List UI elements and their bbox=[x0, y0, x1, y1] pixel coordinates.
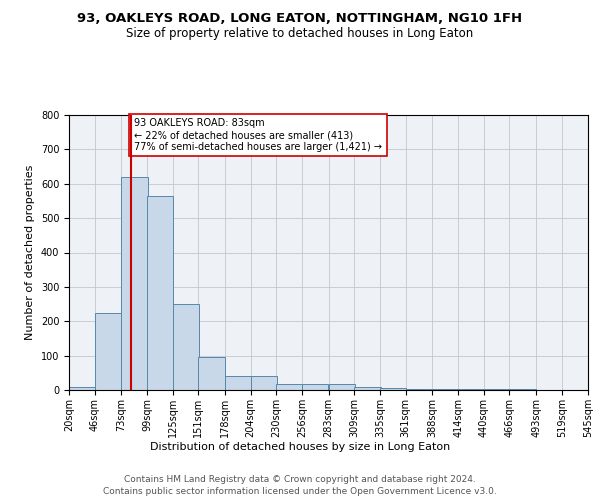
Text: Contains public sector information licensed under the Open Government Licence v3: Contains public sector information licen… bbox=[103, 486, 497, 496]
Bar bbox=[69, 387, 95, 390]
Bar bbox=[329, 384, 355, 390]
Bar bbox=[173, 304, 199, 390]
Bar bbox=[380, 388, 406, 390]
Bar bbox=[406, 389, 432, 390]
Bar bbox=[355, 387, 380, 390]
Text: Distribution of detached houses by size in Long Eaton: Distribution of detached houses by size … bbox=[150, 442, 450, 452]
Bar bbox=[433, 389, 458, 390]
Text: 93, OAKLEYS ROAD, LONG EATON, NOTTINGHAM, NG10 1FH: 93, OAKLEYS ROAD, LONG EATON, NOTTINGHAM… bbox=[77, 12, 523, 26]
Bar bbox=[302, 384, 328, 390]
Bar bbox=[277, 384, 302, 390]
Bar bbox=[95, 312, 121, 390]
Bar bbox=[225, 376, 251, 390]
Text: 93 OAKLEYS ROAD: 83sqm
← 22% of detached houses are smaller (413)
77% of semi-de: 93 OAKLEYS ROAD: 83sqm ← 22% of detached… bbox=[134, 118, 382, 152]
Text: Contains HM Land Registry data © Crown copyright and database right 2024.: Contains HM Land Registry data © Crown c… bbox=[124, 476, 476, 484]
Y-axis label: Number of detached properties: Number of detached properties bbox=[25, 165, 35, 340]
Bar bbox=[147, 196, 173, 390]
Bar bbox=[199, 358, 224, 390]
Text: Size of property relative to detached houses in Long Eaton: Size of property relative to detached ho… bbox=[127, 28, 473, 40]
Bar bbox=[251, 376, 277, 390]
Bar bbox=[121, 177, 148, 390]
